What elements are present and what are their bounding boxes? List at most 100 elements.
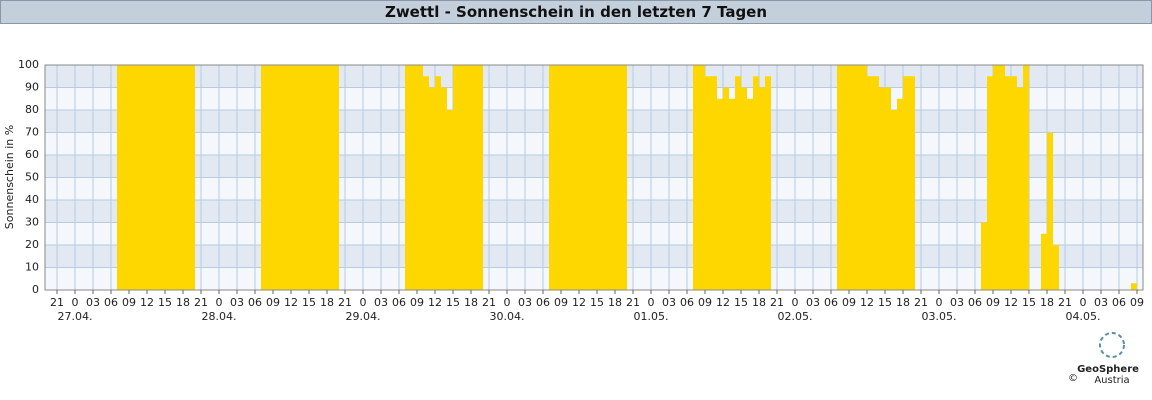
bar: [189, 65, 195, 290]
bar: [729, 98, 735, 290]
bar: [885, 87, 891, 290]
bar: [453, 65, 459, 290]
bar: [897, 98, 903, 290]
x-tick-label: 15: [302, 296, 316, 309]
bar: [717, 98, 723, 290]
bar: [429, 87, 435, 290]
x-tick-label: 0: [792, 296, 799, 309]
x-tick-label: 18: [464, 296, 478, 309]
x-tick-label: 12: [860, 296, 874, 309]
x-tick-label: 06: [392, 296, 406, 309]
bar: [735, 76, 741, 290]
x-tick-label: 21: [194, 296, 208, 309]
date-label: 27.04.: [58, 310, 93, 323]
x-tick-label: 0: [1080, 296, 1087, 309]
x-tick-label: 12: [428, 296, 442, 309]
x-tick-label: 09: [698, 296, 712, 309]
y-tick-label: 100: [18, 58, 39, 71]
x-tick-label: 09: [410, 296, 424, 309]
logo-icon: [1099, 332, 1125, 358]
bar: [153, 65, 159, 290]
x-tick-label: 09: [1130, 296, 1144, 309]
bar: [1047, 132, 1053, 290]
x-tick-label: 03: [806, 296, 820, 309]
bar: [465, 65, 471, 290]
date-label: 29.04.: [346, 310, 381, 323]
bar: [1005, 76, 1011, 290]
x-tick-label: 09: [554, 296, 568, 309]
x-tick-label: 12: [284, 296, 298, 309]
bar: [759, 87, 765, 290]
bar: [765, 76, 771, 290]
x-tick-label: 18: [752, 296, 766, 309]
bar: [405, 65, 411, 290]
bar: [267, 65, 273, 290]
x-tick-label: 21: [770, 296, 784, 309]
bar: [903, 76, 909, 290]
bar: [861, 65, 867, 290]
y-tick-label: 50: [25, 171, 39, 184]
plot-frame: [44, 64, 1144, 291]
bar: [333, 65, 339, 290]
x-tick-label: 0: [936, 296, 943, 309]
y-tick-label: 40: [25, 193, 39, 206]
x-tick-label: 03: [374, 296, 388, 309]
x-tick-label: 18: [1040, 296, 1054, 309]
date-label: 28.04.: [202, 310, 237, 323]
x-tick-label: 06: [536, 296, 550, 309]
bar: [981, 222, 987, 290]
bar: [699, 65, 705, 290]
bar: [309, 65, 315, 290]
y-tick-label: 20: [25, 238, 39, 251]
x-tick-label: 0: [648, 296, 655, 309]
bar: [579, 65, 585, 290]
logo-name: GeoSphere: [1077, 364, 1139, 375]
x-tick-label: 21: [1058, 296, 1072, 309]
x-tick-label: 09: [266, 296, 280, 309]
bar: [573, 65, 579, 290]
bar: [993, 65, 999, 290]
x-tick-label: 03: [950, 296, 964, 309]
bar: [165, 65, 171, 290]
bar: [273, 65, 279, 290]
bar: [141, 65, 147, 290]
bar: [1023, 65, 1029, 290]
bar: [291, 65, 297, 290]
x-tick-label: 09: [122, 296, 136, 309]
bar: [987, 76, 993, 290]
x-tick-label: 03: [86, 296, 100, 309]
bar: [423, 76, 429, 290]
bar: [1017, 87, 1023, 290]
x-tick-label: 21: [50, 296, 64, 309]
y-tick-label: 90: [25, 81, 39, 94]
bar: [843, 65, 849, 290]
bar: [891, 110, 897, 290]
bar: [1053, 245, 1059, 290]
x-tick-label: 09: [986, 296, 1000, 309]
x-tick-label: 18: [608, 296, 622, 309]
bar: [879, 87, 885, 290]
logo: GeoSphere Austria ©: [1068, 332, 1139, 386]
bar: [477, 65, 483, 290]
x-tick-label: 18: [176, 296, 190, 309]
x-tick-label: 0: [360, 296, 367, 309]
bar: [411, 65, 417, 290]
y-tick-label: 30: [25, 216, 39, 229]
bar: [135, 65, 141, 290]
bar: [747, 98, 753, 290]
bar: [555, 65, 561, 290]
x-tick-label: 06: [680, 296, 694, 309]
bar: [171, 65, 177, 290]
x-tick-label: 0: [504, 296, 511, 309]
date-label: 02.05.: [778, 310, 813, 323]
y-tick-label: 60: [25, 148, 39, 161]
bar: [753, 76, 759, 290]
x-tick-label: 15: [446, 296, 460, 309]
x-tick-label: 06: [248, 296, 262, 309]
bar: [855, 65, 861, 290]
bar: [297, 65, 303, 290]
bar: [693, 65, 699, 290]
x-tick-label: 21: [482, 296, 496, 309]
bar: [591, 65, 597, 290]
